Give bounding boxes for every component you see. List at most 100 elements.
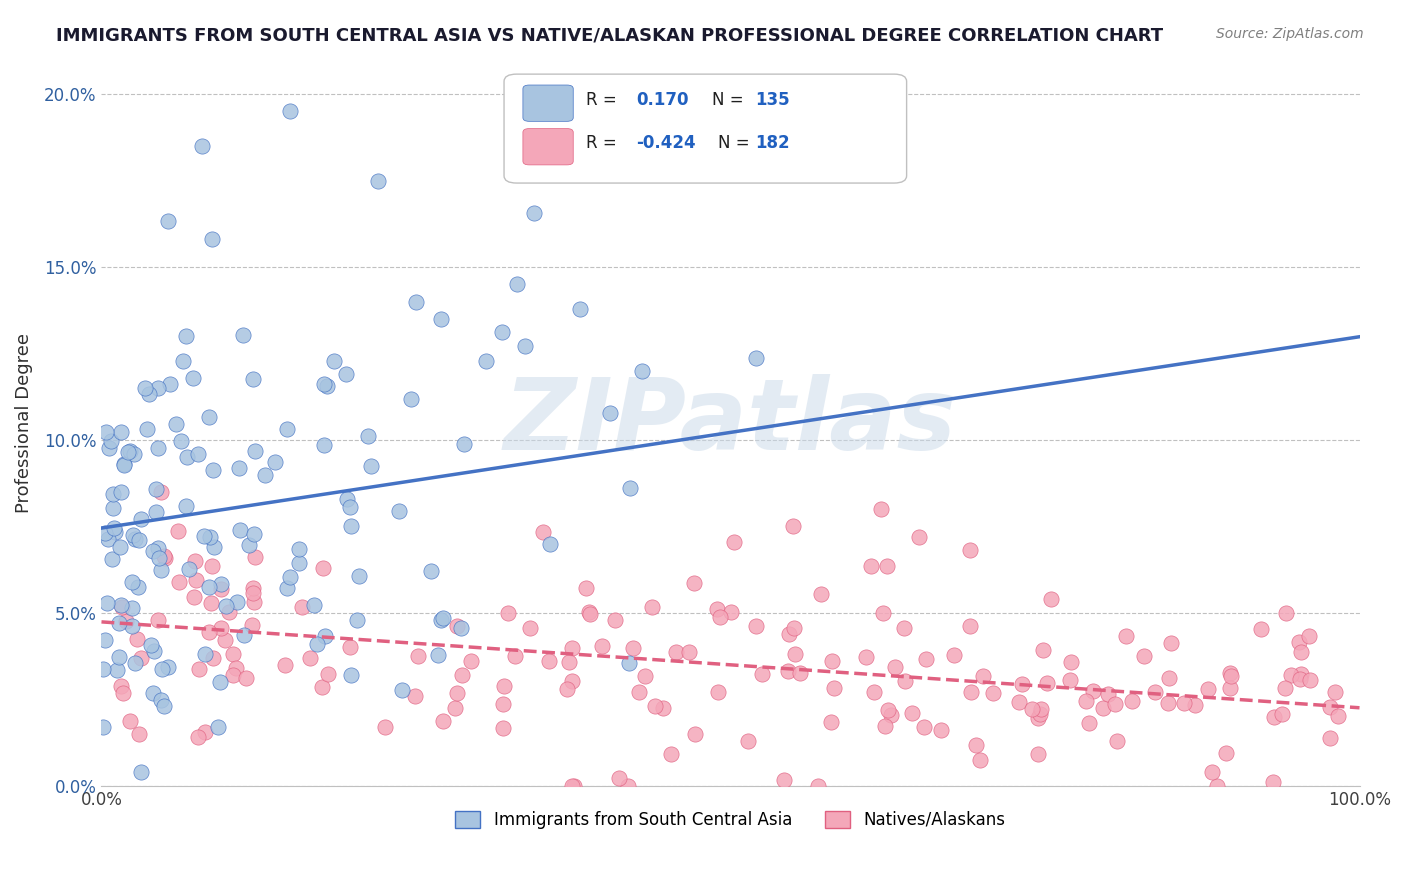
- Point: [959, 543, 981, 558]
- Point: [603, 614, 626, 628]
- Point: [183, 590, 205, 604]
- Point: [128, 727, 150, 741]
- Point: [1104, 697, 1126, 711]
- Point: [152, 699, 174, 714]
- Point: [214, 632, 236, 647]
- FancyBboxPatch shape: [523, 85, 574, 121]
- Point: [1274, 681, 1296, 696]
- Point: [960, 685, 983, 699]
- Point: [821, 654, 844, 668]
- Point: [591, 639, 613, 653]
- Text: N =: N =: [711, 91, 748, 109]
- Point: [240, 618, 263, 632]
- Point: [149, 562, 172, 576]
- Point: [149, 693, 172, 707]
- Point: [406, 648, 429, 663]
- Point: [322, 354, 344, 368]
- Point: [737, 734, 759, 748]
- Point: [876, 703, 898, 717]
- Point: [184, 554, 207, 568]
- Point: [855, 650, 877, 665]
- Point: [302, 598, 325, 612]
- Point: [200, 596, 222, 610]
- Point: [128, 533, 150, 548]
- Point: [419, 564, 441, 578]
- Point: [221, 648, 243, 662]
- Point: [782, 519, 804, 533]
- Point: [145, 482, 167, 496]
- Point: [568, 301, 591, 316]
- Point: [101, 487, 124, 501]
- Text: 182: 182: [755, 134, 790, 153]
- Point: [335, 367, 357, 381]
- Point: [100, 551, 122, 566]
- Point: [823, 681, 845, 695]
- Point: [1319, 731, 1341, 745]
- Point: [1261, 774, 1284, 789]
- Point: [222, 667, 245, 681]
- Point: [124, 532, 146, 546]
- Point: [183, 371, 205, 385]
- Point: [578, 605, 600, 619]
- Point: [103, 521, 125, 535]
- Point: [446, 686, 468, 700]
- Point: [167, 575, 190, 590]
- Point: [969, 753, 991, 767]
- Point: [242, 581, 264, 595]
- Point: [1279, 668, 1302, 682]
- Point: [1132, 648, 1154, 663]
- Point: [153, 550, 176, 565]
- Point: [1197, 681, 1219, 696]
- Point: [659, 747, 682, 761]
- Point: [644, 699, 666, 714]
- Point: [242, 585, 264, 599]
- Y-axis label: Professional Degree: Professional Degree: [15, 333, 32, 513]
- Point: [166, 524, 188, 538]
- Point: [893, 621, 915, 635]
- Point: [443, 701, 465, 715]
- Point: [226, 595, 249, 609]
- Point: [641, 600, 664, 615]
- Point: [1219, 681, 1241, 696]
- Point: [278, 570, 301, 584]
- Point: [360, 459, 382, 474]
- Point: [1143, 685, 1166, 699]
- Point: [492, 721, 515, 735]
- Point: [209, 582, 232, 596]
- Point: [141, 638, 163, 652]
- Point: [820, 714, 842, 729]
- Point: [287, 556, 309, 570]
- Point: [453, 437, 475, 451]
- Point: [96, 597, 118, 611]
- Point: [870, 502, 893, 516]
- Point: [150, 662, 173, 676]
- Point: [1319, 700, 1341, 714]
- Point: [315, 379, 337, 393]
- Point: [519, 621, 541, 635]
- Point: [617, 657, 640, 671]
- Point: [706, 602, 728, 616]
- Point: [1324, 685, 1347, 699]
- Point: [146, 541, 169, 556]
- Point: [1160, 635, 1182, 649]
- Point: [118, 444, 141, 458]
- Point: [685, 727, 707, 741]
- Point: [404, 689, 426, 703]
- Point: [894, 673, 917, 688]
- Point: [117, 445, 139, 459]
- FancyBboxPatch shape: [523, 128, 574, 165]
- Point: [405, 294, 427, 309]
- Point: [391, 683, 413, 698]
- Point: [538, 537, 561, 551]
- Point: [505, 277, 527, 292]
- Point: [346, 613, 368, 627]
- Point: [138, 387, 160, 401]
- Legend: Immigrants from South Central Asia, Natives/Alaskans: Immigrants from South Central Asia, Nati…: [449, 804, 1012, 836]
- Point: [1032, 643, 1054, 657]
- Point: [1040, 591, 1063, 606]
- Point: [121, 600, 143, 615]
- Point: [1059, 673, 1081, 687]
- Point: [112, 458, 135, 472]
- Point: [311, 681, 333, 695]
- Point: [561, 640, 583, 655]
